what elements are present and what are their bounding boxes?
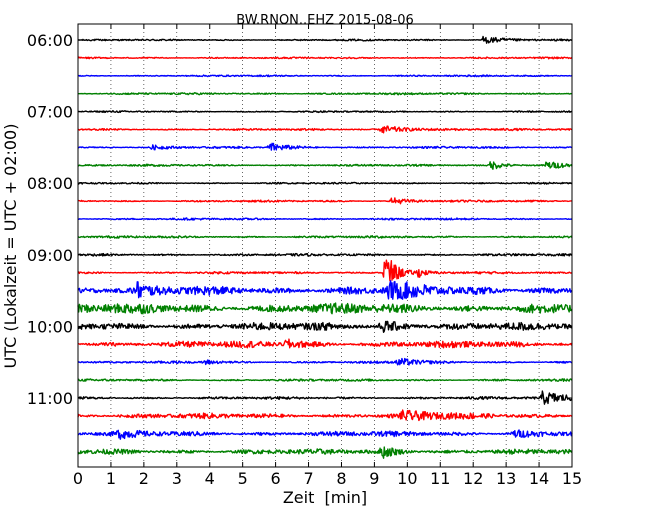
x-tick-label: 4 (205, 469, 215, 488)
trace-line (77, 378, 573, 382)
trace-line (77, 110, 573, 114)
x-tick-label: 10 (397, 469, 417, 488)
x-tick-label: 7 (303, 469, 313, 488)
y-tick-label: 11:00 (27, 389, 73, 408)
trace-line (77, 197, 573, 205)
vertical-grid (110, 24, 540, 467)
x-tick-label: 5 (238, 469, 248, 488)
x-tick-label: 12 (463, 469, 483, 488)
trace-line (77, 320, 573, 333)
chart-title: BW.RNON..EHZ 2015-08-06 (236, 13, 414, 28)
trace-line (77, 142, 573, 151)
x-tick-label: 2 (139, 469, 149, 488)
trace-line (77, 74, 573, 78)
trace-line (77, 446, 573, 459)
x-axis-label: Zeit [min] (283, 488, 367, 507)
trace-line (77, 409, 573, 422)
x-tick-label: 14 (529, 469, 549, 488)
trace-line (77, 280, 573, 300)
trace-line (77, 56, 573, 60)
x-tick-label: 13 (496, 469, 516, 488)
x-tick-label: 8 (336, 469, 346, 488)
x-tick-label: 15 (562, 469, 582, 488)
plot-frame (77, 23, 573, 468)
x-tick-label: 3 (172, 469, 182, 488)
y-tick-label: 10:00 (27, 317, 73, 336)
y-tick-label: 07:00 (27, 103, 73, 122)
trace-line (77, 259, 573, 282)
trace-line (77, 181, 573, 185)
y-tick-label: 06:00 (27, 31, 73, 50)
x-tick-label: 6 (271, 469, 281, 488)
y-tick-label: 09:00 (27, 246, 73, 265)
trace-line (77, 357, 573, 366)
trace-line (77, 252, 573, 257)
seismogram-traces (77, 35, 573, 459)
trace-line (77, 235, 573, 239)
y-tick-label: 08:00 (27, 174, 73, 193)
y-axis-label: UTC (Lokalzeit = UTC + 02:00) (1, 124, 20, 369)
trace-line (77, 338, 573, 349)
x-tick-label: 11 (430, 469, 450, 488)
trace-line (77, 35, 573, 44)
x-tick-label: 9 (369, 469, 379, 488)
y-axis: 06:00 07:00 08:00 09:00 10:00 11:00 (27, 31, 572, 408)
x-axis: 0 1 2 3 4 5 6 7 8 9 10 11 12 13 14 15 (73, 24, 582, 488)
trace-line (77, 125, 573, 134)
trace-line (77, 429, 573, 440)
x-tick-label: 1 (106, 469, 116, 488)
trace-line (77, 161, 573, 170)
trace-line (77, 302, 573, 315)
x-tick-label: 0 (73, 469, 83, 488)
trace-line (77, 92, 573, 96)
trace-line (77, 217, 573, 221)
trace-line (77, 390, 573, 405)
